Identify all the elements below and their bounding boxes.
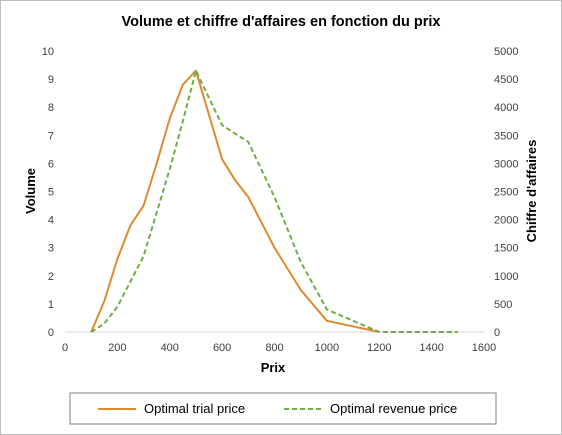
y2-tick-label: 1500	[494, 243, 518, 255]
x-tick-label: 200	[108, 342, 126, 354]
y2-tick-label: 2500	[494, 187, 518, 199]
x-axis-title: Prix	[261, 360, 286, 375]
x-tick-label: 800	[265, 342, 283, 354]
y2-tick-label: 4500	[494, 74, 518, 86]
y-tick-label: 2	[48, 271, 54, 283]
series-layer	[90, 69, 458, 333]
y-tick-label: 4	[48, 215, 54, 227]
x-tick-label: 0	[62, 342, 68, 354]
y-tick-label: 10	[42, 46, 54, 58]
x-tick-label: 600	[213, 342, 231, 354]
y-tick-label: 8	[48, 102, 54, 114]
x-tick-label: 1600	[472, 342, 496, 354]
y-tick-label: 0	[48, 327, 54, 339]
y2-tick-label: 1000	[494, 271, 518, 283]
y-tick-labels: 0 1 2 3 4 5 6 7 8 9 10	[42, 46, 54, 339]
y2-axis-title: Chiffre d'affaires	[524, 140, 539, 243]
y2-tick-label: 0	[494, 327, 500, 339]
y2-tick-label: 500	[494, 299, 512, 311]
y-tick-label: 3	[48, 243, 54, 255]
x-tick-label: 1400	[419, 342, 443, 354]
x-tick-label: 400	[161, 342, 179, 354]
y-axis-title: Volume	[23, 168, 38, 214]
trial-price-series-line	[90, 69, 380, 333]
y-tick-label: 6	[48, 158, 54, 170]
x-tick-label: 1000	[315, 342, 339, 354]
y2-tick-label: 3500	[494, 130, 518, 142]
legend: Optimal trial price Optimal revenue price	[69, 392, 497, 425]
y-tick-label: 1	[48, 299, 54, 311]
legend-label: Optimal revenue price	[330, 401, 457, 416]
legend-label: Optimal trial price	[144, 401, 245, 416]
y2-tick-label: 5000	[494, 46, 518, 58]
x-tick-label: 1200	[367, 342, 391, 354]
y2-tick-label: 3000	[494, 158, 518, 170]
y2-tick-label: 2000	[494, 215, 518, 227]
y2-tick-labels: 0 500 1000 1500 2000 2500 3000 3500 4000 4500 5000	[494, 46, 518, 339]
x-tick-labels: 0 200 400 600 800 1000 1200 1400 1600	[62, 342, 496, 354]
y-tick-label: 9	[48, 74, 54, 86]
y-tick-label: 5	[48, 187, 54, 199]
chart-title: Volume et chiffre d'affaires en fonction…	[122, 14, 441, 30]
revenue-price-series-line	[90, 69, 458, 333]
y2-tick-label: 4000	[494, 102, 518, 114]
y-tick-label: 7	[48, 130, 54, 142]
legend-box	[69, 392, 497, 425]
